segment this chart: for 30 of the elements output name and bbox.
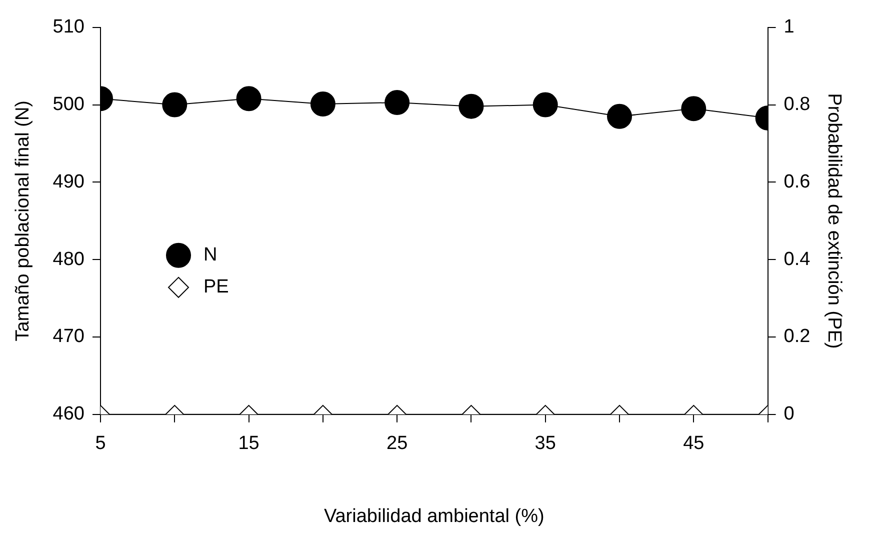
x-axis-title: Variabilidad ambiental (%) <box>324 506 544 527</box>
point <box>681 96 706 122</box>
y2-tick-label: 0.8 <box>784 94 810 116</box>
point <box>384 90 410 115</box>
y-tick-label: 470 <box>52 326 84 348</box>
x-tick-label: 25 <box>386 433 408 454</box>
point <box>162 92 188 118</box>
y-axis-title: Tamaño poblacional final (N) <box>12 100 34 342</box>
y-tick-label: 500 <box>52 94 84 116</box>
legend-label: PE <box>204 276 229 298</box>
point <box>236 86 262 112</box>
y-tick-label: 510 <box>52 16 84 38</box>
y-tick-label: 480 <box>52 248 84 270</box>
y-tick-label: 460 <box>52 404 84 425</box>
y2-tick-label: 0.2 <box>784 326 810 348</box>
x-tick-label: 45 <box>683 433 704 454</box>
y2-tick-label: 1 <box>784 16 794 38</box>
x-tick-label: 5 <box>95 433 106 454</box>
point <box>607 104 632 129</box>
y2-axis-title: Probabilidad de extinción (PE) <box>823 93 844 349</box>
point <box>458 94 484 119</box>
y2-tick-label: 0.6 <box>784 171 810 192</box>
x-tick-label: 15 <box>238 433 260 454</box>
y2-tick-label: 0.4 <box>784 248 811 270</box>
point <box>310 92 336 117</box>
x-tick-label: 35 <box>534 433 556 454</box>
y-tick-label: 490 <box>52 171 84 192</box>
point <box>532 92 558 118</box>
y2-tick-label: 0 <box>784 404 794 425</box>
legend-label: N <box>204 244 218 266</box>
